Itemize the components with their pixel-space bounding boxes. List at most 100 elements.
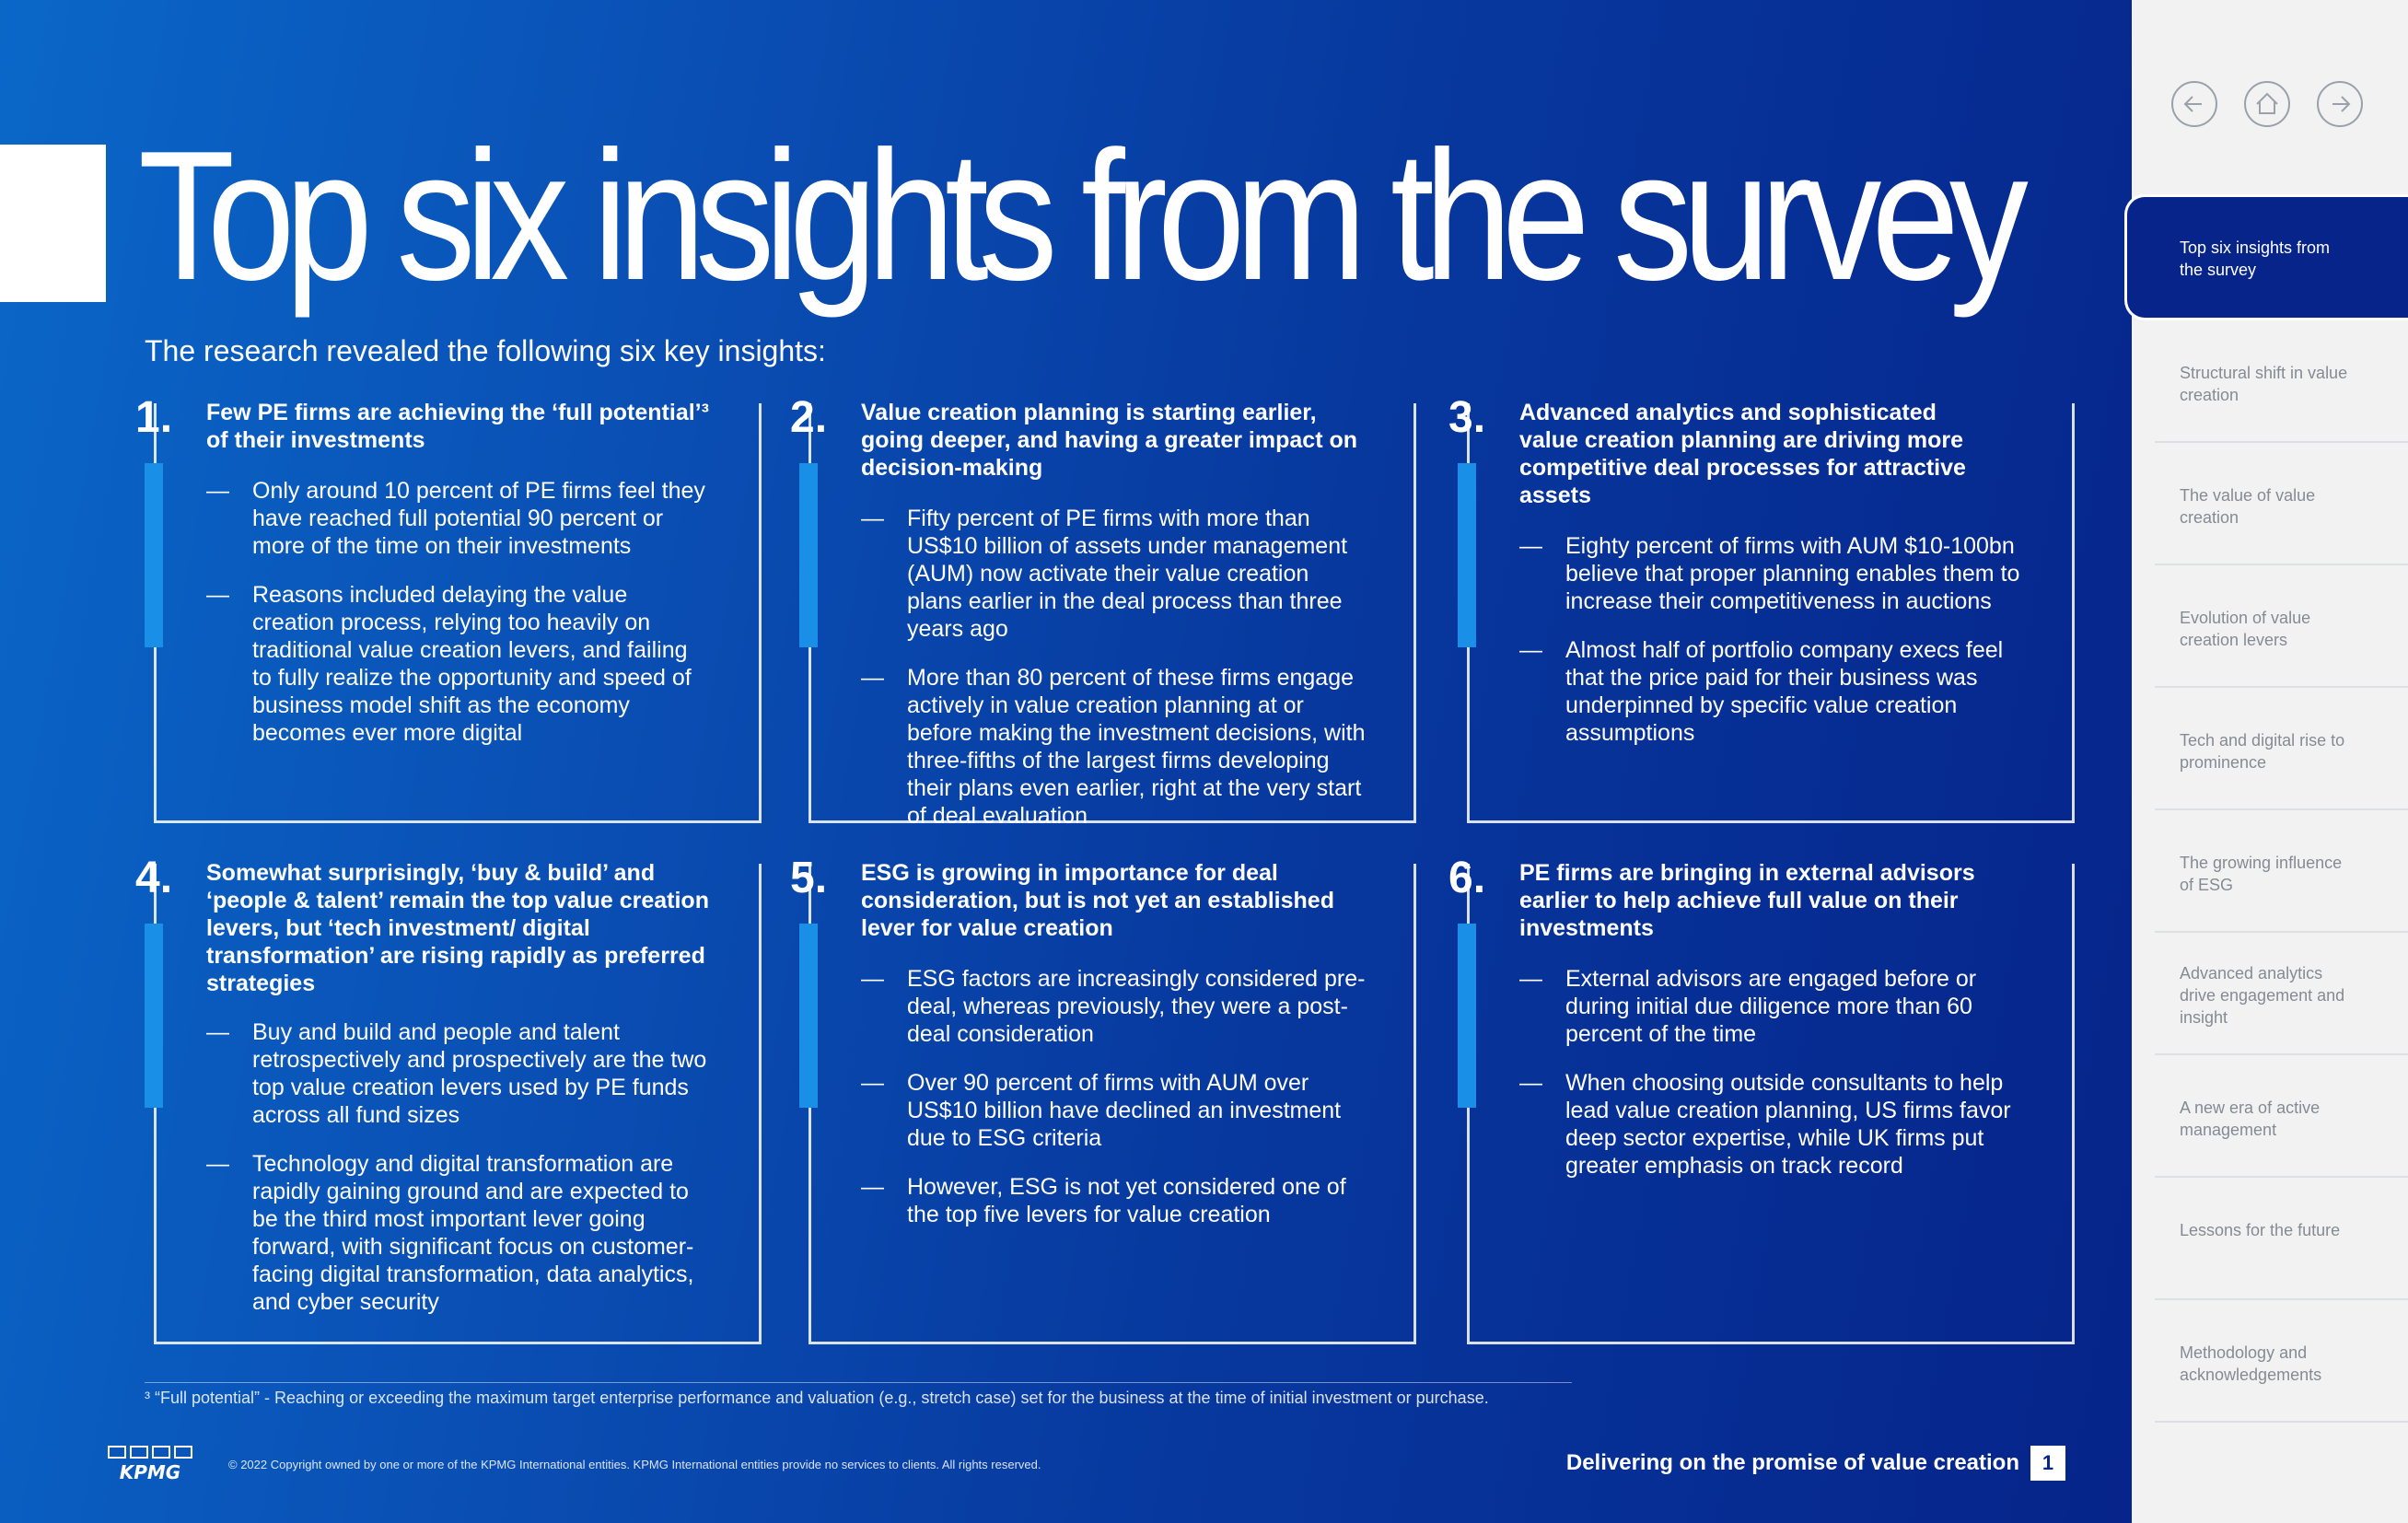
page-title: Top six insights from the survey — [138, 113, 2029, 319]
bullet-dash: — — [1519, 966, 1542, 992]
arrow-left-icon — [2183, 96, 2202, 112]
page-number: 1 — [2030, 1446, 2065, 1481]
bullet-dash: — — [861, 506, 884, 531]
toc-label: Structural shift in value creation — [2180, 364, 2348, 404]
bullet-dash: — — [1519, 1070, 1542, 1096]
table-of-contents: Top six insights from the survey Structu… — [2124, 194, 2408, 1423]
insight-card-3: 3. Advanced analytics and sophisticated … — [1448, 393, 2075, 823]
toc-item-advanced-analytics[interactable]: Advanced analytics drive engagement and … — [2132, 933, 2408, 1055]
accent-bar — [799, 924, 818, 1108]
insight-card-2: 2. Value creation planning is starting e… — [790, 393, 1416, 829]
toc-divider — [2155, 1421, 2408, 1423]
toc-label: The value of value creation — [2180, 486, 2316, 527]
arrow-right-icon — [2332, 96, 2351, 112]
accent-bar — [1458, 463, 1476, 647]
toc-divider — [2155, 686, 2408, 688]
toc-item-top-six-insights[interactable]: Top six insights from the survey — [2124, 194, 2408, 320]
insight-card-1: 1. Few PE firms are achieving the ‘full … — [135, 393, 762, 823]
bullet-item: — Reasons included delaying the value cre… — [206, 581, 713, 747]
toc-label: The growing influence of ESG — [2180, 854, 2343, 894]
bullet-dash: — — [206, 1019, 229, 1045]
bullet-text: Only around 10 percent of PE firms feel … — [252, 478, 705, 559]
accent-bar — [799, 463, 818, 647]
toc-item-active-management[interactable]: A new era of active management — [2132, 1055, 2408, 1178]
insight-card-4: 4. Somewhat surprisingly, ‘buy & build’ … — [135, 854, 762, 1344]
toc-item-evolution-of-levers[interactable]: Evolution of value creation levers — [2132, 565, 2408, 688]
toc-label: Evolution of value creation levers — [2180, 609, 2311, 649]
bullet-item: — Only around 10 percent of PE firms feel… — [206, 477, 713, 560]
toc-label: Methodology and acknowledgements — [2180, 1343, 2322, 1384]
bullet-text: Almost half of portfolio company execs f… — [1565, 637, 2004, 746]
copyright-notice: © 2022 Copyright owned by one or more of… — [228, 1458, 1041, 1471]
insight-heading: Somewhat surprisingly, ‘buy & build’ and… — [206, 860, 709, 996]
bullet-text: Buy and build and people and talent retr… — [252, 1019, 707, 1128]
toc-item-influence-of-esg[interactable]: The growing influence of ESG — [2132, 810, 2408, 933]
main-panel: Top six insights from the survey The res… — [0, 0, 2132, 1523]
bullet-dash: — — [861, 966, 884, 992]
bullet-dash: — — [1519, 637, 1542, 663]
bullet-text: However, ESG is not yet considered one o… — [907, 1174, 1346, 1227]
toc-item-structural-shift[interactable]: Structural shift in value creation — [2132, 320, 2408, 443]
bullet-dash: — — [861, 665, 884, 691]
accent-bar — [145, 924, 163, 1108]
bullet-text: When choosing outside consultants to hel… — [1565, 1070, 2011, 1179]
bullet-dash: — — [861, 1070, 884, 1096]
bullet-dash: — — [206, 1151, 229, 1177]
footnote-divider — [145, 1382, 1572, 1383]
toc-label: A new era of active management — [2180, 1099, 2321, 1139]
back-button[interactable] — [2171, 81, 2217, 127]
bullet-text: Fifty percent of PE firms with more than… — [907, 506, 1348, 642]
insight-number: 1. — [135, 393, 173, 442]
bullet-text: External advisors are engaged before or … — [1565, 966, 1977, 1047]
bullet-dash: — — [206, 582, 229, 608]
document-title: Delivering on the promise of value creat… — [1565, 1450, 2019, 1475]
toc-item-tech-and-digital[interactable]: Tech and digital rise to prominence — [2132, 688, 2408, 810]
toc-divider — [2155, 931, 2408, 933]
toc-divider — [2155, 564, 2408, 565]
insight-heading: ESG is growing in importance for deal co… — [861, 860, 1334, 941]
bullet-item: — More than 80 percent of these firms eng… — [861, 664, 1367, 830]
bullet-dash: — — [206, 478, 229, 504]
toc-label: Top six insights from the survey — [2180, 238, 2331, 279]
insight-heading: PE firms are bringing in external adviso… — [1519, 860, 1975, 941]
insight-bullets: — ESG factors are increasingly considered… — [861, 965, 1367, 1250]
insight-bullets: — Fifty percent of PE firms with more tha… — [861, 505, 1367, 851]
insight-number: 5. — [790, 854, 828, 902]
bullet-item: — ESG factors are increasingly considered… — [861, 965, 1367, 1048]
toc-divider — [2155, 1176, 2408, 1178]
bullet-dash: — — [861, 1174, 884, 1200]
footnote: ³ “Full potential” - Reaching or exceedi… — [145, 1389, 1489, 1407]
insight-number: 6. — [1448, 854, 1486, 902]
insight-card-6: 6. PE firms are bringing in external adv… — [1448, 854, 2075, 1344]
toc-divider — [2155, 441, 2408, 443]
bullet-item: — Eighty percent of firms with AUM $10-10… — [1519, 532, 2026, 615]
forward-button[interactable] — [2317, 81, 2363, 127]
toc-item-lessons-for-future[interactable]: Lessons for the future — [2132, 1178, 2408, 1300]
bullet-text: Over 90 percent of firms with AUM over U… — [907, 1070, 1342, 1151]
insight-bullets: — Buy and build and people and talent ret… — [206, 1018, 713, 1337]
accent-bar — [1458, 924, 1476, 1108]
home-icon — [2256, 92, 2278, 114]
bullet-text: Eighty percent of firms with AUM $10-100… — [1565, 533, 2020, 614]
home-button[interactable] — [2244, 81, 2290, 127]
bullet-text: ESG factors are increasingly considered … — [907, 966, 1366, 1047]
toc-divider — [2155, 1053, 2408, 1055]
page-subtitle: The research revealed the following six … — [145, 334, 826, 367]
bullet-item: — Almost half of portfolio company execs … — [1519, 636, 2026, 747]
accent-bar — [145, 463, 163, 647]
bullet-item: — Fifty percent of PE firms with more tha… — [861, 505, 1367, 643]
title-accent-block — [0, 145, 106, 302]
bullet-item: — Over 90 percent of firms with AUM over … — [861, 1069, 1367, 1152]
insight-heading: Value creation planning is starting earl… — [861, 400, 1358, 481]
toc-label: Lessons for the future — [2180, 1221, 2341, 1239]
toc-item-value-of-value-creation[interactable]: The value of value creation — [2132, 443, 2408, 565]
bullet-item: — However, ESG is not yet considered one … — [861, 1173, 1367, 1228]
insight-heading: Advanced analytics and sophisticated val… — [1519, 400, 1966, 508]
toc-item-methodology[interactable]: Methodology and acknowledgements — [2132, 1300, 2408, 1423]
bullet-text: Technology and digital transformation ar… — [252, 1151, 694, 1315]
bullet-dash: — — [1519, 533, 1542, 559]
insight-number: 2. — [790, 393, 828, 442]
logo-wordmark: KPMG — [120, 1461, 180, 1481]
insight-bullets: — Eighty percent of firms with AUM $10-10… — [1519, 532, 2026, 768]
insight-heading: Few PE firms are achieving the ‘full pot… — [206, 400, 709, 453]
